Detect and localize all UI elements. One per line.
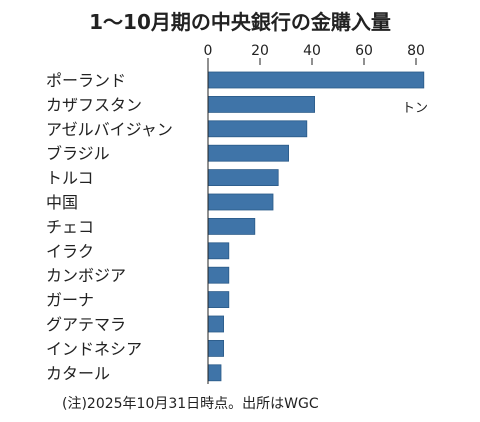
category-label: アゼルバイジャン [46, 120, 173, 139]
bar [207, 291, 230, 309]
category-label: カンボジア [46, 266, 126, 285]
category-label: グアテマラ [46, 315, 126, 334]
bar [207, 217, 256, 235]
unit-label: トン [402, 101, 428, 116]
x-tick-label: 20 [251, 43, 269, 59]
x-tick-label: 40 [303, 43, 321, 59]
x-axis-ticks: 0 20 40 60 80 [204, 43, 425, 65]
bar [207, 71, 425, 89]
source-note: (注)2025年10月31日時点。出所はWGC [62, 396, 319, 412]
category-label: ガーナ [46, 291, 94, 310]
bar [207, 193, 274, 211]
category-label: イラク [46, 242, 94, 261]
category-label: ブラジル [46, 144, 110, 163]
bar [207, 266, 230, 284]
category-label: カザフスタン [46, 95, 142, 114]
bar [207, 315, 225, 333]
x-tick-label: 80 [407, 43, 425, 59]
x-tick-label: 0 [204, 43, 213, 59]
bar [207, 144, 289, 162]
bar [207, 364, 222, 382]
category-label: 中国 [46, 193, 78, 212]
category-label: チェコ [46, 217, 94, 236]
bar [207, 169, 279, 187]
bar [207, 96, 315, 113]
x-tick-label: 60 [355, 43, 373, 59]
bar [207, 120, 308, 138]
category-label: インドネシア [46, 339, 142, 358]
category-label: ポーランド [46, 71, 126, 90]
bar [207, 339, 225, 357]
chart-title: 1～10月期の中央銀行の金購入量 [89, 10, 391, 34]
bar [207, 242, 230, 260]
bars [207, 71, 425, 382]
category-label: カタール [46, 364, 110, 383]
category-label: トルコ [46, 169, 94, 188]
category-labels: ポーランドカザフスタンアゼルバイジャンブラジルトルコ中国チェコイラクカンボジアガ… [46, 71, 173, 383]
